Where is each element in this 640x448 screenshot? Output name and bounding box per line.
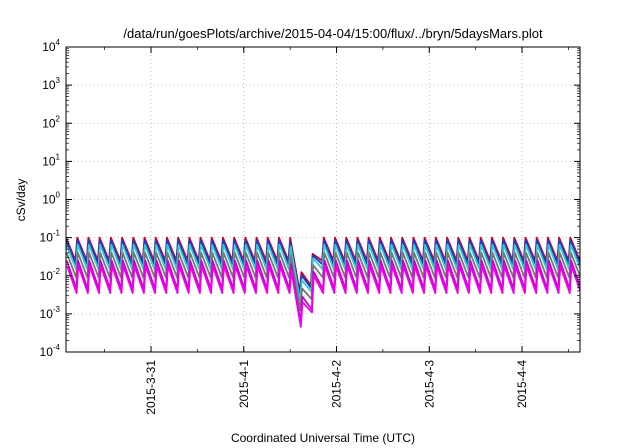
y-tick-label: 10-1	[40, 229, 61, 245]
x-axis-label: Coordinated Universal Time (UTC)	[231, 431, 415, 445]
y-tick-label: 10-4	[40, 343, 61, 359]
x-tick-label: 2015-4-2	[330, 360, 344, 408]
grid	[66, 47, 580, 352]
x-tick-label: 2015-4-3	[422, 360, 436, 408]
chart-title: /data/run/goesPlots/archive/2015-04-04/1…	[123, 26, 543, 41]
y-tick-label: 101	[42, 152, 60, 168]
y-tick-label: 100	[42, 191, 60, 207]
y-tick-label: 103	[42, 76, 60, 92]
y-tick-label: 10-3	[40, 305, 61, 321]
y-axis-label: cSv/day	[14, 179, 28, 222]
series-line	[66, 265, 580, 328]
x-tick-label: 2015-3-31	[144, 360, 158, 415]
x-tick-label: 2015-4-1	[237, 360, 251, 408]
y-tick-label: 104	[42, 38, 60, 54]
axes: 104 103 102 101 100 10-1 10-2 10-3 10-4 2015-3-31…	[40, 38, 580, 415]
y-tick-label: 10-2	[40, 267, 61, 283]
series-layer	[66, 236, 580, 328]
x-tick-label: 2015-4-4	[515, 360, 529, 408]
y-tick-label: 102	[42, 114, 60, 130]
